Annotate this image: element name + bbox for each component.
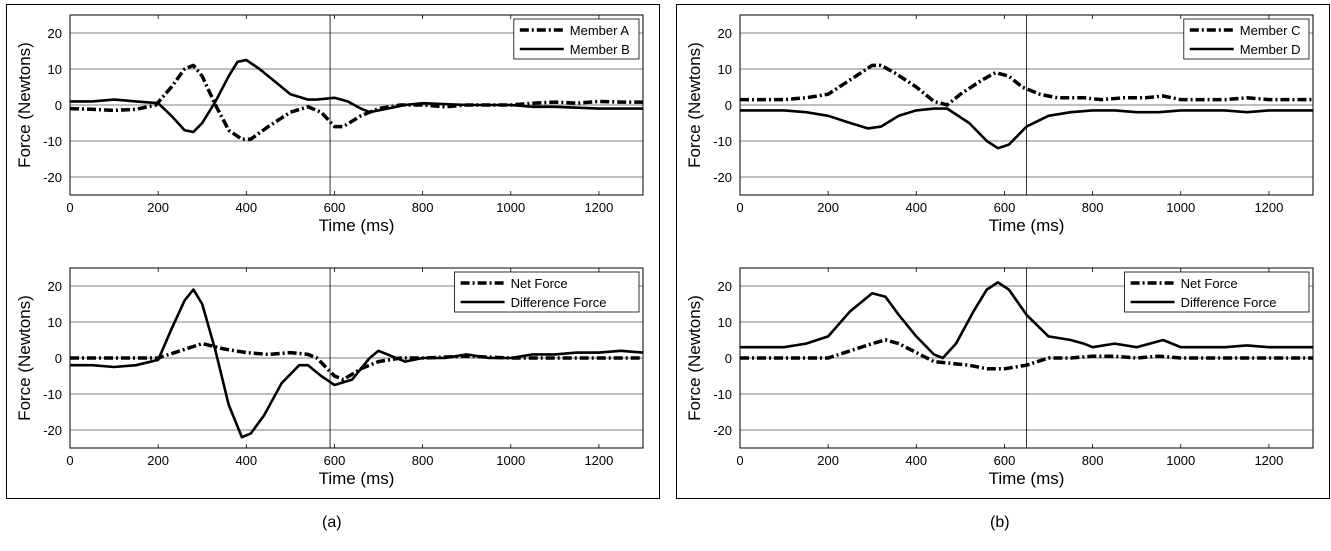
x-tick-label: 1000 — [1166, 453, 1195, 468]
legend-entry: Net Force — [511, 276, 568, 291]
y-tick-label: 0 — [55, 351, 62, 366]
y-tick-label: -10 — [713, 134, 732, 149]
y-tick-label: 10 — [48, 315, 62, 330]
x-tick-label: 1000 — [1166, 200, 1195, 215]
x-axis-label: Time (ms) — [989, 216, 1065, 235]
panel-label-b: (b) — [990, 514, 1010, 531]
x-tick-label: 600 — [324, 453, 346, 468]
legend-box — [454, 271, 640, 313]
y-tick-label: -10 — [713, 387, 732, 402]
x-tick-label: 600 — [324, 200, 346, 215]
y-tick-label: 10 — [48, 62, 62, 77]
x-tick-label: 400 — [905, 200, 927, 215]
series-line-difference-force — [740, 281, 1313, 360]
x-tick-label: 1200 — [584, 200, 613, 215]
x-tick-label: 800 — [412, 200, 434, 215]
y-tick-label: -20 — [713, 170, 732, 185]
legend: Member A Member B — [513, 18, 640, 60]
legend-entry: Member C — [1240, 23, 1301, 38]
figure-panel-b — [676, 4, 1330, 499]
legend-entry: Difference Force — [1181, 295, 1277, 310]
x-tick-label: 400 — [235, 200, 257, 215]
y-axis-label: Force (Newtons) — [685, 295, 704, 421]
y-tick-label: 10 — [718, 62, 732, 77]
x-tick-label: 1000 — [496, 453, 525, 468]
y-tick-label: -10 — [43, 134, 62, 149]
x-tick-label: 800 — [1082, 453, 1104, 468]
legend: Member C Member D — [1183, 18, 1310, 60]
legend-box — [1183, 18, 1310, 60]
x-tick-label: 200 — [147, 200, 169, 215]
y-tick-label: 0 — [725, 351, 732, 366]
legend-box — [513, 18, 640, 60]
x-tick-label: 0 — [736, 200, 743, 215]
x-tick-label: 200 — [147, 453, 169, 468]
series-line-net-force — [70, 341, 643, 382]
series-line-member-b — [70, 58, 643, 134]
x-tick-label: 800 — [412, 453, 434, 468]
x-tick-label: 0 — [66, 453, 73, 468]
y-tick-label: -20 — [43, 423, 62, 438]
legend-box — [1124, 271, 1310, 313]
y-tick-label: 10 — [718, 315, 732, 330]
x-tick-label: 200 — [817, 453, 839, 468]
y-tick-label: 20 — [718, 26, 732, 41]
series-line-net-force — [740, 338, 1313, 371]
x-tick-label: 0 — [66, 200, 73, 215]
x-axis-label: Time (ms) — [989, 469, 1065, 488]
x-tick-label: 800 — [1082, 200, 1104, 215]
x-tick-label: 400 — [905, 453, 927, 468]
legend-entry: Net Force — [1181, 276, 1238, 291]
y-tick-label: -20 — [713, 423, 732, 438]
x-tick-label: 400 — [235, 453, 257, 468]
x-tick-label: 1200 — [584, 453, 613, 468]
x-tick-label: 600 — [994, 200, 1016, 215]
x-tick-label: 1200 — [1254, 200, 1283, 215]
panel-label-a: (a) — [322, 514, 342, 531]
legend: Net Force Difference Force — [1124, 271, 1310, 313]
y-tick-label: 20 — [718, 279, 732, 294]
y-tick-label: 0 — [55, 98, 62, 113]
legend-entry: Member D — [1240, 42, 1301, 57]
series-line-difference-force — [70, 288, 643, 439]
x-tick-label: 600 — [994, 453, 1016, 468]
x-tick-label: 1000 — [496, 200, 525, 215]
y-axis-label: Force (Newtons) — [15, 42, 34, 168]
legend-entry: Difference Force — [511, 295, 607, 310]
figure-panel-a — [6, 4, 660, 499]
series-line-member-c — [740, 63, 1313, 107]
y-tick-label: 20 — [48, 279, 62, 294]
x-axis-label: Time (ms) — [319, 216, 395, 235]
legend-entry: Member A — [570, 23, 630, 38]
y-tick-label: -10 — [43, 387, 62, 402]
legend-entry: Member B — [570, 42, 630, 57]
x-tick-label: 1200 — [1254, 453, 1283, 468]
legend: Net Force Difference Force — [454, 271, 640, 313]
y-tick-label: 0 — [725, 98, 732, 113]
y-axis-label: Force (Newtons) — [15, 295, 34, 421]
x-tick-label: 0 — [736, 453, 743, 468]
y-tick-label: 20 — [48, 26, 62, 41]
series-line-member-d — [740, 107, 1313, 150]
y-tick-label: -20 — [43, 170, 62, 185]
x-axis-label: Time (ms) — [319, 469, 395, 488]
y-axis-label: Force (Newtons) — [685, 42, 704, 168]
x-tick-label: 200 — [817, 200, 839, 215]
